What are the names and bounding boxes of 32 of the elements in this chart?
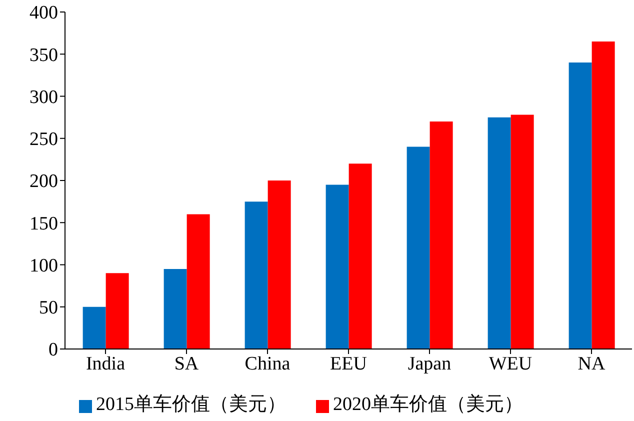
bar xyxy=(488,117,511,349)
x-tick-label: India xyxy=(86,353,126,374)
bar xyxy=(326,184,349,349)
bar xyxy=(430,122,453,349)
x-tick-label: SA xyxy=(174,353,199,374)
bar xyxy=(186,214,210,349)
y-tick-label: 200 xyxy=(30,171,58,192)
bar xyxy=(348,164,372,349)
bar xyxy=(268,180,291,349)
bar xyxy=(106,273,129,349)
bar xyxy=(568,62,592,349)
legend-label: 2020单车价值（美元） xyxy=(333,394,523,415)
y-tick-label: 100 xyxy=(30,255,58,276)
x-tick-label: EEU xyxy=(330,353,368,374)
bar xyxy=(406,146,430,349)
legend-label: 2015单车价值（美元） xyxy=(96,394,286,415)
bar xyxy=(244,202,268,349)
y-tick-label: 350 xyxy=(30,44,58,66)
y-tick-label: 300 xyxy=(30,86,58,108)
bar xyxy=(82,306,106,349)
bar xyxy=(510,114,534,349)
y-tick-label: 50 xyxy=(39,298,58,319)
x-tick-label: WEU xyxy=(488,353,532,374)
x-tick-label: Japan xyxy=(408,353,452,374)
x-tick-label: NA xyxy=(578,353,606,374)
y-tick-label: 400 xyxy=(30,2,58,24)
y-tick-label: 150 xyxy=(30,213,58,234)
x-tick-label: China xyxy=(244,353,291,374)
bar xyxy=(592,41,615,349)
y-tick-label: 0 xyxy=(48,340,58,361)
y-tick-label: 250 xyxy=(30,129,58,150)
bar xyxy=(164,268,187,349)
